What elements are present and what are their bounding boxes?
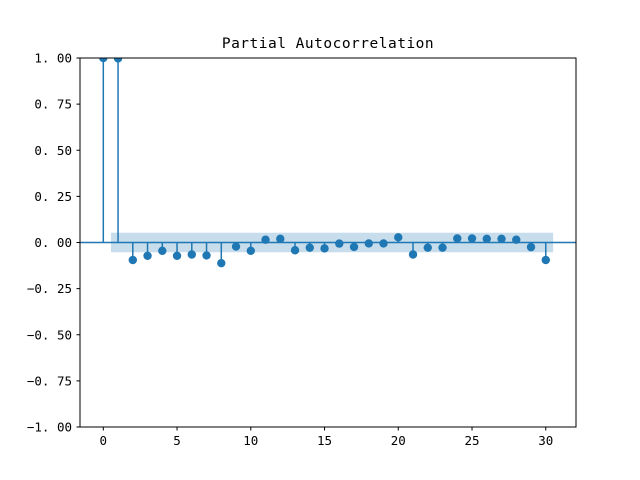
marker-lag-13: [290, 246, 300, 255]
marker-lag-27: [497, 234, 506, 244]
y-tick-label-5: −0. 25: [27, 281, 72, 296]
marker-lag-16: [335, 239, 344, 248]
marker-lag-1: [113, 58, 123, 63]
marker-lag-9: [231, 242, 241, 251]
x-tick-label-4: 20: [391, 433, 406, 448]
y-tick-label-8: −1. 00: [27, 420, 72, 435]
marker-lag-25: [467, 234, 477, 243]
marker-lag-6: [187, 250, 196, 259]
y-tick-label-1: 0. 75: [34, 97, 72, 112]
x-tick-label-3: 15: [317, 433, 332, 448]
marker-lag-2: [128, 255, 138, 265]
marker-lag-0: [99, 58, 108, 63]
marker-lag-18: [364, 239, 373, 248]
marker-lag-29: [526, 242, 536, 252]
y-tick-label-2: 0. 50: [34, 143, 72, 158]
y-tick-label-4: 0. 00: [34, 235, 72, 250]
marker-lag-20: [394, 233, 403, 242]
marker-lag-21: [408, 250, 418, 259]
chart-title: Partial Autocorrelation: [222, 36, 434, 52]
marker-lag-26: [482, 234, 491, 244]
y-tick-label-3: 0. 25: [34, 189, 72, 204]
marker-lag-28: [512, 235, 521, 244]
marker-lag-5: [172, 251, 182, 260]
marker-lag-7: [202, 251, 211, 260]
y-tick-label-7: −0. 75: [27, 373, 72, 388]
marker-lag-24: [453, 234, 462, 243]
marker-lag-14: [305, 243, 314, 252]
x-tick-label-5: 25: [464, 433, 479, 448]
marker-lag-15: [320, 244, 329, 253]
marker-lag-11: [261, 235, 270, 244]
marker-lag-10: [246, 246, 255, 256]
x-tick-label-6: 30: [538, 433, 553, 448]
marker-lag-4: [158, 246, 167, 256]
marker-lag-8: [217, 258, 226, 268]
marker-lag-3: [143, 251, 152, 260]
marker-lag-19: [379, 239, 388, 248]
marker-lag-30: [541, 255, 550, 265]
marker-lag-22: [423, 243, 432, 252]
y-tick-label-6: −0. 50: [27, 327, 72, 342]
marker-lag-17: [349, 242, 359, 252]
x-tick-label-0: 0: [100, 433, 108, 448]
x-tick-label-1: 5: [173, 433, 181, 448]
marker-lag-23: [438, 243, 447, 252]
stems-group: [99, 58, 550, 268]
marker-lag-12: [276, 234, 285, 244]
y-tick-label-0: 1. 00: [34, 51, 72, 66]
x-tick-label-2: 10: [243, 433, 258, 448]
